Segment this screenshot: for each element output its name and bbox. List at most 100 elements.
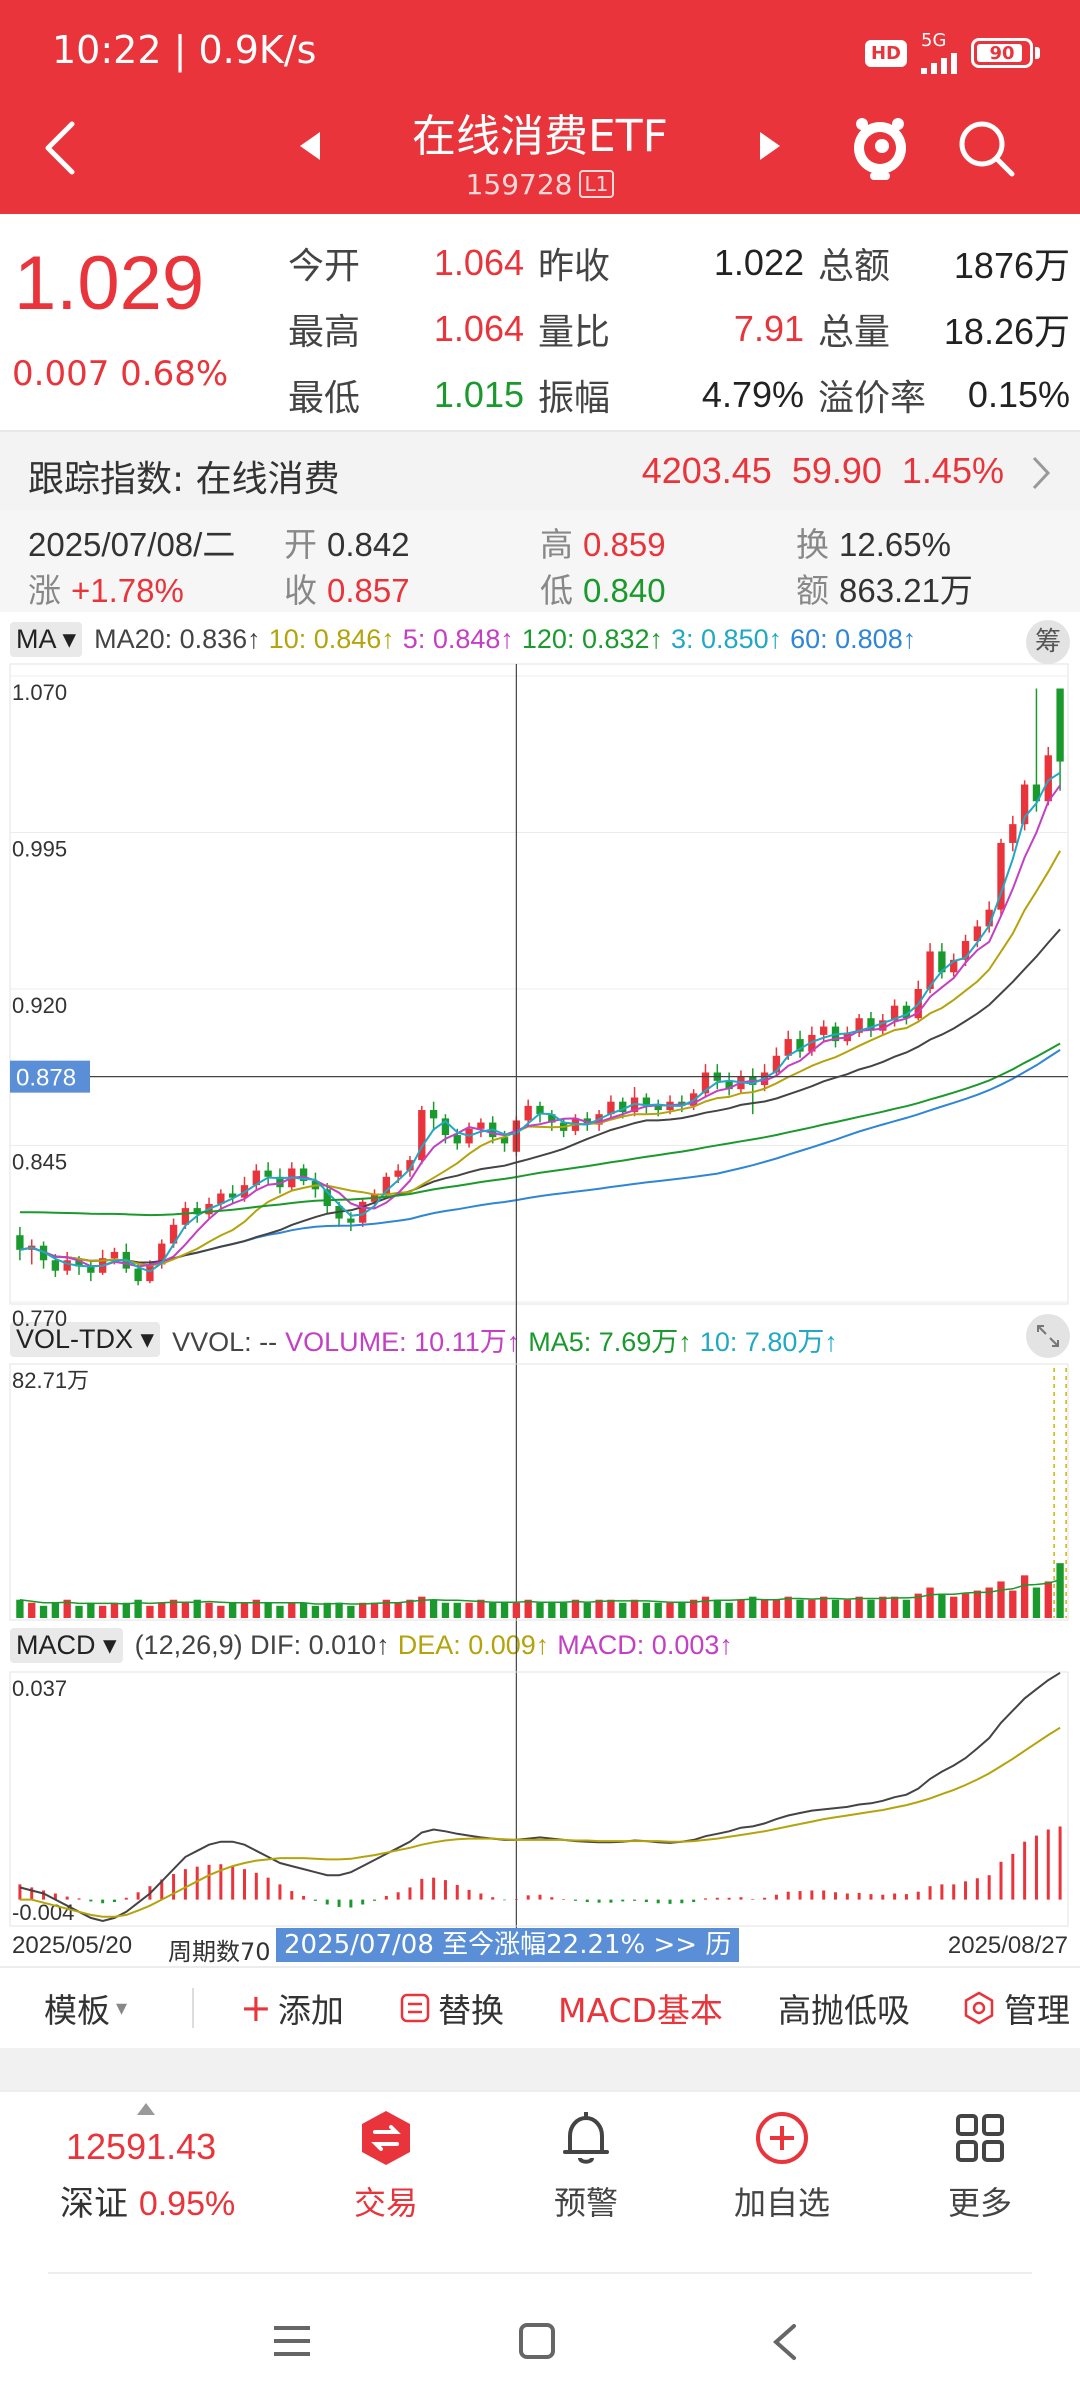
replace-indicator-button[interactable]: 替换 (400, 1984, 504, 2032)
macd-legend-item: (12,26,9) DIF: 0.010↑ (134, 1630, 390, 1660)
volume-bar (477, 1599, 485, 1618)
template-button[interactable]: 模板 ▾ (44, 1991, 128, 2030)
kline-y-tick: 0.770 (12, 1306, 67, 1331)
price-change: 0.007 0.68% (12, 354, 229, 394)
macd-legend-item: MACD: 0.003↑ (557, 1630, 733, 1660)
volume-bar (240, 1602, 249, 1618)
candle-body (217, 1193, 225, 1204)
index-name[interactable]: 深证 0.95% (60, 2185, 236, 2223)
macd-selector[interactable]: MACD ▾ (10, 1628, 123, 1663)
volume-bar (382, 1599, 391, 1618)
volume-bar (122, 1602, 130, 1618)
ma-legend-item: 60: 0.808↑ (790, 624, 917, 654)
prev-stock-icon[interactable] (298, 130, 322, 162)
ma-selector[interactable]: MA ▾ (10, 622, 83, 657)
candle-body (961, 941, 970, 960)
candle-body (808, 1034, 816, 1052)
home-icon[interactable] (518, 2322, 556, 2360)
status-icons: HD 5G 90 (864, 32, 1040, 74)
kline-chart-svg[interactable]: 1.070 0.995 0.920 0.845 0.770 0.878 82.71万 0.03… (0, 612, 1080, 1968)
alert-button[interactable]: 预警 (506, 2108, 666, 2224)
candle-body (181, 1208, 190, 1225)
back-icon[interactable] (770, 2322, 798, 2362)
macd-basic-tab[interactable]: MACD基本 (558, 1991, 723, 2030)
volume-bar (619, 1602, 627, 1618)
strategy-tab[interactable]: 高抛低吸 (778, 1991, 910, 2030)
add-indicator-button[interactable]: + 添加 (240, 1986, 344, 2030)
volume-bar (110, 1602, 119, 1618)
day-high: 高 0.859 (540, 526, 666, 563)
volume-bar (205, 1602, 213, 1618)
crosshair-day-info: 2025/07/08/二 涨 +1.78% 开 0.842 收 0.857 高 0.85… (0, 510, 1080, 612)
mascot-icon[interactable] (848, 112, 912, 182)
menu-icon[interactable] (272, 2324, 312, 2358)
plus-icon: + (240, 1986, 272, 2030)
candle-body (252, 1170, 260, 1186)
volume-bar (1032, 1587, 1041, 1618)
volume-bar (465, 1602, 473, 1618)
stat-label: 总额 (818, 246, 891, 287)
trade-button[interactable]: 交易 (306, 2108, 466, 2224)
candle-body (146, 1264, 154, 1282)
kline-frame (9, 663, 1069, 1305)
stat-value: 1.064 (433, 242, 524, 283)
range-gain-banner[interactable]: 2025/07/08 至今涨幅22.21% >> 历 (276, 1928, 740, 1962)
stat-value: 1.064 (433, 308, 524, 349)
volume-bar (855, 1596, 863, 1618)
ma-legend-item: 10: 0.846↑ (268, 624, 395, 654)
search-icon[interactable] (956, 118, 1016, 178)
volume-bar (973, 1590, 982, 1618)
back-arrow-icon[interactable] (40, 118, 80, 178)
index-value[interactable]: 12591.43 (66, 2126, 217, 2167)
more-button[interactable]: 更多 (900, 2108, 1060, 2224)
volume-bar (512, 1602, 521, 1618)
trade-icon (362, 2111, 410, 2165)
manage-button[interactable]: 管理 (962, 1984, 1070, 2032)
volume-bar (689, 1599, 698, 1618)
stat-value: 1876万 (953, 245, 1070, 286)
swap-icon (400, 1993, 430, 2023)
stat-row: 最低 1.015 振幅 4.79% 溢价率 0.15% (288, 362, 1074, 428)
ma120-line (19, 1042, 1061, 1217)
status-time: 10:22 | 0.9K/s (52, 28, 317, 72)
add-watchlist-label: 加自选 (733, 2184, 830, 2222)
ma-legend-item: 120: 0.832↑ (521, 624, 664, 654)
volume-bar (1020, 1575, 1029, 1618)
expand-up-icon[interactable] (136, 2102, 156, 2116)
tracking-index-row[interactable]: 跟踪指数: 在线消费 4203.45 59.90 1.45% (0, 430, 1080, 510)
candle-body (938, 951, 946, 973)
vol-selector[interactable]: VOL-TDX ▾ (10, 1322, 161, 1357)
stat-label: 量比 (538, 312, 611, 353)
candle-body (418, 1110, 426, 1161)
chart-area[interactable]: MA ▾ MA20: 0.836↑ 10: 0.846↑ 5: 0.848↑ 120:… (0, 612, 1080, 1968)
add-watchlist-button[interactable]: 加自选 (702, 2108, 862, 2224)
volume-bar (264, 1602, 272, 1618)
expand-icon[interactable] (1026, 1314, 1070, 1358)
volume-bar (311, 1605, 320, 1618)
candle-body (867, 1018, 875, 1031)
volume-bar (536, 1602, 544, 1618)
volume-bar (134, 1599, 142, 1618)
plus-circle-icon (756, 2112, 808, 2164)
volume-bar (299, 1602, 308, 1618)
tracking-index-values: 4203.45 59.90 1.45% (641, 450, 1004, 491)
volume-bar (181, 1602, 190, 1618)
stat-label: 最高 (288, 312, 361, 353)
next-stock-icon[interactable] (758, 130, 782, 162)
candle-body (536, 1105, 544, 1115)
volume-bar (1056, 1563, 1064, 1618)
volume-bar (1044, 1581, 1052, 1618)
candle-body (701, 1072, 710, 1094)
battery-icon: 90 (971, 38, 1040, 68)
vol-legend-item: 10: 7.80万↑ (699, 1327, 838, 1357)
candle-body (855, 1018, 863, 1033)
chip-distribution-button[interactable]: 筹 (1026, 620, 1070, 664)
last-price: 1.029 (14, 241, 205, 326)
kline-y-tick: 0.995 (12, 837, 67, 862)
candle-body (51, 1260, 60, 1271)
volume-bar (890, 1596, 899, 1618)
ma-legend-item: 3: 0.850↑ (671, 624, 783, 654)
volume-bar (630, 1599, 639, 1618)
volume-bar (843, 1599, 851, 1618)
volume-bar (347, 1605, 355, 1618)
